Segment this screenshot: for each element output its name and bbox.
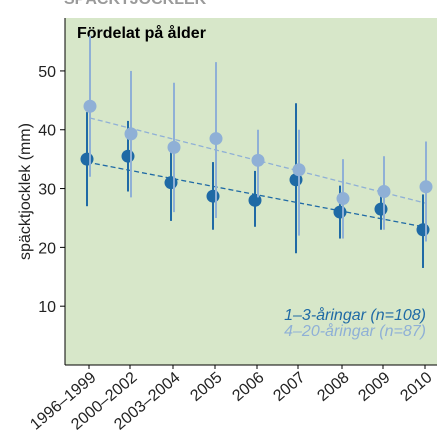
y-tick-label: 20: [38, 240, 56, 257]
point: [336, 192, 350, 206]
point: [121, 149, 135, 163]
point: [248, 193, 262, 207]
point: [80, 152, 94, 166]
legend-entry: 1–3-åringar (n=108): [284, 306, 426, 324]
point: [374, 202, 388, 216]
chart-title: SPÄCKTJOCKLEK: [64, 0, 207, 8]
y-tick-label: 10: [38, 299, 56, 316]
point: [209, 132, 223, 146]
subtitle: Fördelat på ålder: [77, 24, 206, 42]
y-tick-label: 30: [38, 182, 56, 199]
y-axis-label: späcktjocklek (mm): [17, 123, 34, 260]
x-tick-label: 2010: [397, 369, 435, 405]
point: [83, 99, 97, 113]
y-tick-label: 40: [38, 123, 56, 140]
x-tick-label: 2006: [229, 369, 267, 405]
x-tick-label: 2007: [270, 369, 308, 405]
point: [292, 163, 306, 177]
point: [206, 189, 220, 203]
point: [416, 223, 430, 237]
point: [124, 127, 138, 141]
x-tick-label: 2005: [187, 369, 225, 405]
trend-line: [89, 117, 427, 204]
point: [251, 153, 265, 167]
legend-entry: 4–20-åringar (n=87): [284, 322, 426, 340]
point: [164, 176, 178, 190]
x-tick-label: 2008: [314, 369, 352, 405]
point: [377, 185, 391, 198]
y-tick-label: 50: [38, 64, 56, 81]
x-tick-label: 2009: [355, 369, 393, 405]
point: [333, 205, 347, 219]
point: [167, 140, 181, 154]
point: [419, 180, 433, 194]
